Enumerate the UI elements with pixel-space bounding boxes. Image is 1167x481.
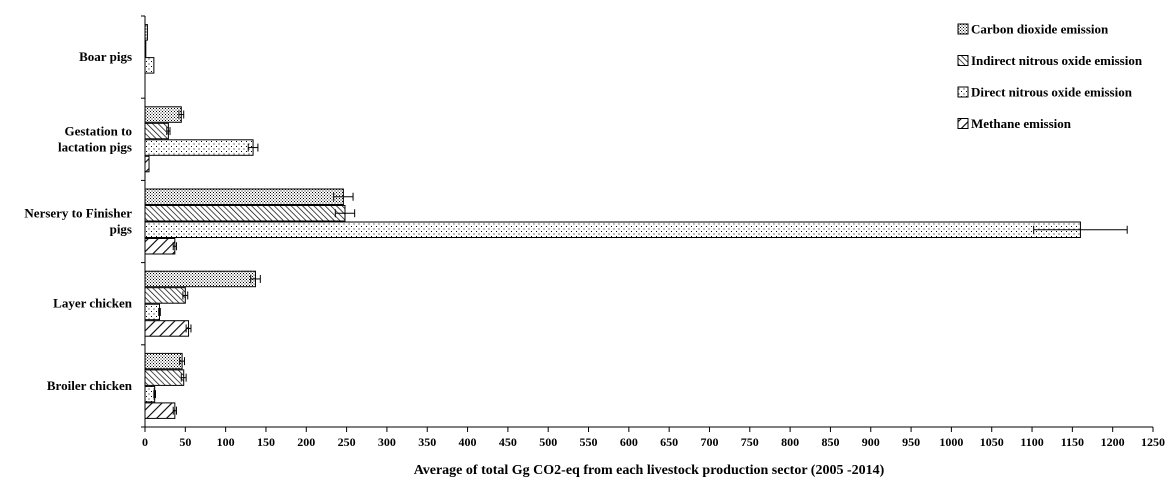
bar [144,122,169,140]
legend-label: Direct nitrous oxide emission [971,85,1133,100]
x-tick-label: 1100 [1020,435,1043,449]
x-tick-label: 1250 [1141,435,1165,449]
x-axis-title: Average of total Gg CO2-eq from each liv… [414,463,885,478]
x-tick-label: 400 [459,435,477,449]
x-tick-label: 150 [257,435,275,449]
bar [144,57,155,74]
legend-swatch [957,118,969,129]
x-tick-label: 1150 [1061,435,1084,449]
bar [144,238,176,255]
bar [144,188,344,205]
bar [144,320,190,337]
x-tick-label: 0 [142,435,148,449]
category-label: Boar pigs [79,49,132,64]
legend-swatch [957,86,969,98]
bar [144,303,161,321]
x-tick-label: 450 [499,435,517,449]
x-tick-label: 300 [378,435,396,449]
legend-swatch [957,55,969,66]
x-tick-label: 950 [902,435,920,449]
x-tick-label: 250 [338,435,356,449]
x-tick-label: 850 [821,435,839,449]
x-tick-label: 650 [660,435,678,449]
legend-swatch [957,23,969,35]
x-tick-label: 900 [862,435,880,449]
x-axis-ticks: 0 50 100 150 200 250 300 350 400 450 500 550 600 650 7… [142,427,1165,449]
legend-label: Indirect nitrous oxide emission [971,53,1143,68]
x-tick-label: 200 [297,435,315,449]
bar [144,155,150,173]
x-tick-label: 750 [741,435,759,449]
x-tick-label: 50 [179,435,191,449]
legend-label: Carbon dioxide emission [971,22,1109,37]
category-label: Gestation to [64,123,132,138]
bar [144,270,256,288]
plot-area [141,15,1153,428]
category-label: Nersery to Finisher [24,206,132,221]
x-tick-label: 500 [539,435,557,449]
x-tick-label: 1050 [980,435,1004,449]
bar [144,24,148,41]
bar [144,40,147,58]
x-tick-label: 600 [620,435,638,449]
category-label: pigs [110,222,132,237]
legend-label: Methane emission [971,116,1072,131]
x-tick-label: 1000 [939,435,963,449]
x-tick-label: 700 [700,435,718,449]
category-label: Broiler chicken [47,378,133,393]
x-tick-label: 100 [217,435,235,449]
bar [144,352,183,370]
bar [144,106,182,123]
bar [144,385,156,403]
legend: Carbon dioxide emission Indirect nitrous … [957,22,1143,131]
bar [144,287,186,304]
bar [144,369,185,386]
category-label: Layer chicken [53,296,133,311]
x-tick-label: 550 [580,435,598,449]
bar [144,221,1081,238]
bar [144,139,254,156]
x-tick-label: 350 [418,435,436,449]
bar [144,402,176,419]
category-label: lactation pigs [58,139,132,154]
bar [144,205,346,222]
x-tick-label: 1200 [1101,435,1125,449]
x-tick-label: 800 [781,435,799,449]
